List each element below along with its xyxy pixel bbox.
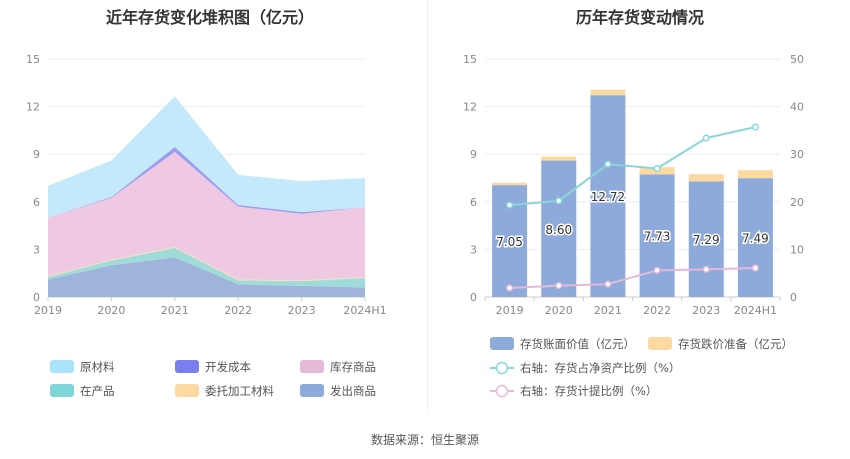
line-point [555,197,563,205]
stacked-area-chart: 0 3 6 9 12 15 2019 2020 2021 2022 2023 2024H1 原材料 开发成… [26,53,387,398]
line-series [509,266,756,289]
x-tick-label: 2020 [545,304,573,317]
legend-label: 发出商品 [330,384,376,398]
y-tick-label: 15 [26,53,40,66]
legend-label: 开发成本 [205,360,251,374]
line-point [555,282,563,290]
y-tick-label: 0 [470,291,477,304]
left-chart-title: 近年存货变化堆积图（亿元） [105,8,314,27]
line-point [702,265,710,273]
x-tick-label: 2022 [643,304,671,317]
x-tick-label: 2021 [594,304,622,317]
legend-label: 原材料 [80,360,115,374]
x-tick-label: 2024H1 [343,304,386,317]
legend-label: 右轴：存货占净资产比例（%） [520,361,680,375]
bar-impairment [492,182,528,186]
bar-data-label: 7.05 [496,235,523,249]
legend-label: 库存商品 [330,360,376,374]
line-point [604,160,612,168]
y2-tick-label: 30 [790,148,804,161]
area-原材料 [48,96,365,218]
y-tick-label: 6 [33,196,40,209]
legend-swatch [648,337,672,350]
bar-impairment [688,174,724,182]
legend-marker [495,384,509,398]
bar-data-label: 7.29 [693,233,720,247]
line-series [509,126,756,207]
line-point [653,164,661,173]
y2-tick-label: 10 [790,243,804,256]
x-tick-label: 2023 [692,304,720,317]
line-point [506,201,514,209]
legend-marker [495,361,509,375]
x-tick-label: 2024H1 [734,304,777,317]
bar-book-value [737,178,773,297]
legend-label: 存货跌价准备（亿元） [678,337,793,351]
bar-book-value [590,95,626,298]
legend-swatch [175,384,199,397]
y-tick-label: 3 [470,243,477,256]
legend-label: 右轴：存货计提比例（%） [520,384,657,398]
bar-impairment [590,89,626,96]
y-tick-label: 15 [463,53,477,66]
bar-data-label: 8.60 [545,223,572,237]
y-tick-label: 9 [33,148,40,161]
area-在产品 [48,247,365,288]
bar-data-label: 12.72 [591,190,625,204]
y-tick-label: 0 [33,291,40,304]
area-委托加工材料 [48,247,365,282]
legend-swatch [50,384,74,397]
y2-tick-label: 50 [790,53,804,66]
legend-swatch [175,360,199,373]
y2-tick-label: 0 [790,291,797,304]
bar-data-label: 7.49 [742,232,769,246]
y-tick-label: 9 [470,148,477,161]
line-point [604,280,612,288]
x-tick-label: 2019 [496,304,524,317]
legend-label: 委托加工材料 [205,384,274,398]
line-point [506,284,514,292]
bar-book-value [688,181,724,297]
legend-label: 存货账面价值（亿元） [520,337,635,351]
x-tick-label: 2021 [161,304,189,317]
area-发出商品 [48,257,365,297]
bar-impairment [737,170,773,179]
y2-tick-label: 40 [790,101,804,114]
area-库存商品 [48,151,365,281]
y-tick-label: 6 [470,196,477,209]
x-tick-label: 2019 [34,304,62,317]
legend-swatch [50,360,74,373]
x-tick-label: 2022 [224,304,252,317]
legend-swatch [300,384,324,397]
line-point [702,134,710,142]
y2-tick-label: 20 [790,196,804,209]
right-chart-title: 历年存货变动情况 [575,8,704,27]
legend-swatch [490,337,514,350]
bar-impairment [541,156,577,161]
x-tick-label: 2023 [288,304,316,317]
data-source: 数据来源：恒生聚源 [370,433,479,447]
chart-divider [427,0,428,410]
bar-book-value [492,185,528,297]
legend-swatch [300,360,324,373]
bar-data-label: 7.73 [644,230,671,244]
bar-impairment [639,167,675,175]
bar-book-value [639,174,675,297]
line-point [653,266,661,274]
bar-book-value [541,160,577,297]
y-tick-label: 3 [33,243,40,256]
line-point [751,123,759,131]
line-point [751,264,759,272]
legend-label: 在产品 [80,384,115,398]
y-tick-label: 12 [26,101,40,114]
y-tick-label: 12 [463,101,477,114]
x-tick-label: 2020 [97,304,125,317]
